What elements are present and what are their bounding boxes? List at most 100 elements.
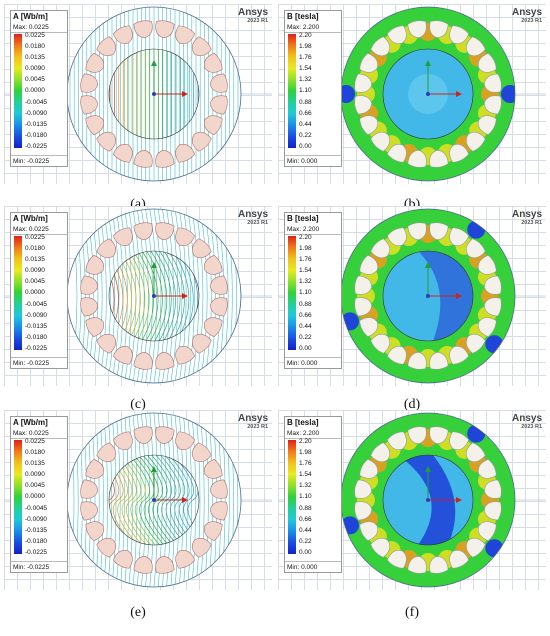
stator-slot [155,149,175,168]
stator-slot [112,431,133,450]
legend-title: A [Wb/m] [13,418,48,427]
legend-title: B [tesla] [287,214,319,223]
figure-panel-d: B [tesla] Max: 2.200 2.20 1.98 1.76 1.54 1.32 1… [278,206,546,386]
stator-slot [155,555,175,574]
stator-slot [133,149,153,168]
stator-slot [133,222,153,241]
legend-title: A [Wb/m] [13,214,48,223]
stator-slot [96,131,117,152]
stator-slot [465,537,486,558]
stator-slot [85,317,104,338]
stator-slot [359,52,378,73]
stator-slot [429,222,449,241]
legend-tick-label: -0.0135 [25,526,48,534]
vector-potential-plot [4,412,272,588]
legend-tick-label: 1.98 [299,245,312,253]
legend-tick-label: -0.0225 [25,344,48,352]
color-legend: A [Wb/m] Max: 0.0225 0.0225 0.0180 0.0135 0.0… [10,10,68,167]
stator-slot [85,52,104,73]
legend-tick-label: 0.44 [299,526,312,534]
stator-slot [478,52,497,73]
stator-slot [407,555,427,574]
legend-tick-label: 0.00 [299,142,312,150]
legend-min: Min: -0.0225 [13,360,50,367]
stator-slot [80,297,99,317]
legend-color-bar [14,440,22,554]
stator-slot [478,254,497,275]
figure-panel-f: B [tesla] Max: 2.200 2.20 1.98 1.76 1.54 1.32 1… [278,410,546,590]
brand-version: 2023 R1 [521,424,542,430]
legend-tick-label: -0.0090 [25,311,48,319]
stator-slot [191,131,212,152]
stator-slot [359,115,378,136]
stator-slot [386,550,407,569]
stator-slot [370,333,391,354]
stator-slot [96,442,117,463]
flux-density-plot [278,208,546,384]
legend-tick-label: 1.54 [299,471,312,479]
stator-slot [370,442,391,463]
legend-tick-label: 1.98 [299,449,312,457]
legend-tick-label: 0.00 [299,344,312,352]
stator-slot [429,351,449,370]
brand-name: Ansys [237,7,268,18]
legend-divider [11,357,67,358]
legend-color-bar [288,236,296,350]
stator-slot [478,317,497,338]
color-legend: B [tesla] Max: 2.200 2.20 1.98 1.76 1.54 1.32 1… [284,416,342,573]
legend-divider [11,561,67,562]
caption-c: (c) [130,397,146,412]
stator-slot [483,275,502,295]
legend-tick-label: 0.0000 [25,289,45,297]
legend-tick-label: 0.44 [299,120,312,128]
stator-slot [80,501,99,521]
legend-tick-label: 1.76 [299,460,312,468]
legend-tick-label: 0.0090 [25,471,45,479]
stator-slot [429,426,449,445]
legend-tick-label: 0.0090 [25,267,45,275]
stator-slot [133,20,153,39]
stator-slot [465,131,486,152]
stator-slot [80,275,99,295]
stator-slot [354,73,373,93]
stator-slot [191,537,212,558]
stator-slot [112,25,133,44]
legend-tick-label: 0.0225 [25,32,45,39]
brand-version: 2023 R1 [521,220,542,226]
stator-slot [370,131,391,152]
stator-slot [407,351,427,370]
legend-tick-label: 0.0045 [25,482,45,490]
stator-slot [370,537,391,558]
stator-slot [133,351,153,370]
legend-title: B [tesla] [287,12,319,21]
legend-tick-label: 0.0135 [25,460,45,468]
legend-divider [285,155,341,156]
stator-slot [386,346,407,365]
stator-slot [204,52,223,73]
stator-slot [175,227,196,246]
stator-slot [209,95,228,115]
legend-tick-label: 0.0180 [25,449,45,457]
legend-tick-label: -0.0135 [25,120,48,128]
stator-slot [478,458,497,479]
stator-slot [85,115,104,136]
stator-slot [359,317,378,338]
legend-tick-label: 0.00 [299,548,312,556]
legend-divider [11,32,67,33]
stator-slot [96,36,117,57]
stator-slot [386,431,407,450]
vector-potential-plot [4,6,272,182]
ansys-logo: Ansys 2023 R1 [238,210,268,227]
figure-panel-b: B [tesla] Max: 2.200 2.20 1.98 1.76 1.54 1.32 1… [278,4,546,184]
stator-slot [112,550,133,569]
legend-divider [285,357,341,358]
stator-slot [449,25,470,44]
stator-slot [85,254,104,275]
ansys-logo: Ansys 2023 R1 [512,8,542,25]
color-legend: A [Wb/m] Max: 0.0225 0.0225 0.0180 0.0135 0.0… [10,416,68,573]
legend-tick-label: 0.22 [299,333,312,341]
brand-version: 2023 R1 [247,424,268,430]
stator-slot [191,442,212,463]
stator-slot [407,222,427,241]
legend-title: A [Wb/m] [13,12,48,21]
